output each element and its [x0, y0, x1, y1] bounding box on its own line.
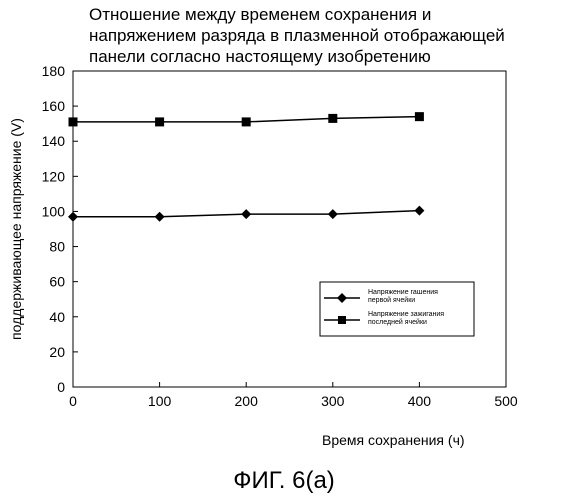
legend-series-2-line-1: Напряжение зажигания: [368, 311, 444, 318]
series-2-point-2: [155, 117, 164, 126]
figure-caption: ФИГ. 6(a): [233, 467, 335, 494]
series-layer: [68, 112, 424, 222]
chart-title: Отношение между временем сохранения и на…: [89, 5, 505, 66]
series-2-point-4: [328, 114, 337, 123]
y-axis-label: поддерживающее напряжение (V): [8, 118, 24, 340]
x-tick-label-500: 500: [494, 393, 518, 409]
series-1-point-1: [68, 212, 78, 222]
series-1-point-4: [328, 209, 338, 219]
legend-marker-square: [338, 316, 346, 324]
x-tick-label-300: 300: [321, 393, 345, 409]
series-2-point-5: [415, 112, 424, 121]
series-2-point-3: [242, 117, 251, 126]
y-tick-label-120: 120: [42, 168, 66, 184]
legend: Напряжение гашения первой ячейки Напряже…: [320, 282, 474, 336]
y-tick-label-180: 180: [42, 63, 66, 79]
x-axis-ticks: 0 100 200 300 400 500: [69, 382, 518, 409]
x-tick-label-400: 400: [408, 393, 432, 409]
series-1-point-3: [241, 209, 251, 219]
x-tick-label-0: 0: [69, 393, 77, 409]
x-axis-label: Время сохранения (ч): [322, 432, 465, 448]
y-tick-label-160: 160: [42, 98, 66, 114]
y-tick-label-140: 140: [42, 133, 66, 149]
series-2-point-1: [69, 117, 78, 126]
y-tick-label-40: 40: [49, 309, 65, 325]
legend-series-2-line-2: последней ячейки: [368, 318, 427, 326]
legend-series-1-line-1: Напряжение гашения: [368, 289, 438, 296]
series-1-point-2: [155, 212, 165, 222]
series-1-point-5: [414, 206, 424, 216]
y-tick-label-0: 0: [57, 379, 65, 395]
title-line-2: напряжением разряда в плазменной отображ…: [89, 26, 505, 45]
plot-frame: [73, 71, 506, 387]
y-tick-label-80: 80: [49, 239, 65, 255]
title-line-3: панели согласно настоящему изобретению: [89, 47, 431, 66]
x-tick-label-200: 200: [235, 393, 259, 409]
legend-series-1-line-2: первой ячейки: [368, 296, 415, 304]
y-tick-label-60: 60: [49, 274, 65, 290]
y-tick-label-100: 100: [42, 203, 66, 219]
title-line-1: Отношение между временем сохранения и: [89, 5, 431, 24]
y-tick-label-20: 20: [49, 344, 65, 360]
x-tick-label-100: 100: [148, 393, 172, 409]
